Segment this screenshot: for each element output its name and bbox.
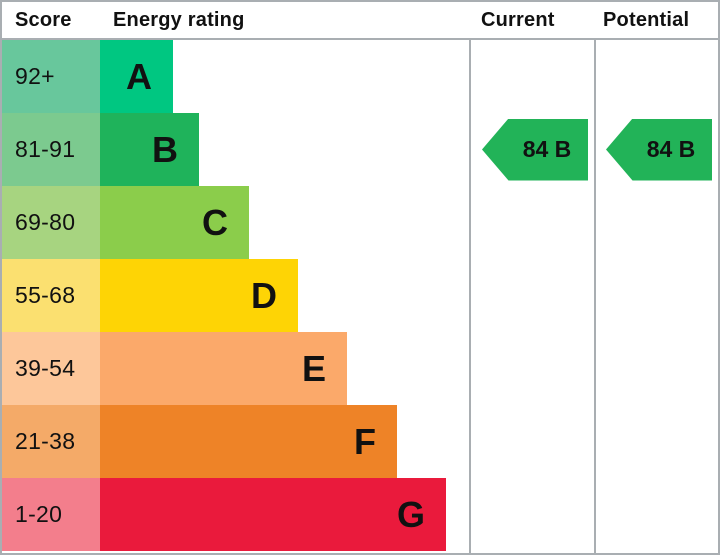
potential-column-divider (594, 2, 596, 553)
band-row: 69-80 C (2, 186, 718, 259)
band-score-range: 92+ (2, 40, 100, 113)
band-bar: F (100, 405, 397, 478)
score-column-header: Score (15, 8, 72, 31)
band-letter: A (126, 55, 152, 97)
band-bar: D (100, 259, 298, 332)
band-score-range: 69-80 (2, 186, 100, 259)
band-row: 81-91 B (2, 113, 718, 186)
potential-column-header: Potential (603, 8, 690, 31)
band-score-range: 55-68 (2, 259, 100, 332)
current-rating-label: 84 B (522, 136, 572, 162)
band-bar: E (100, 332, 347, 405)
potential-rating-label: 84 B (646, 136, 696, 162)
band-letter: B (152, 128, 178, 170)
band-row: 92+ A (2, 40, 718, 113)
band-letter: E (301, 347, 326, 389)
band-letter: D (251, 274, 277, 316)
potential-arrow: 84 B (606, 118, 712, 181)
current-column-header: Current (481, 8, 555, 31)
band-bar: A (100, 40, 173, 113)
band-row: 55-68 D (2, 259, 718, 332)
band-rows: 92+ A 81-91 B 69-80 C 55-68 D 39-54 E 21-38 F 1-20 G (2, 40, 718, 551)
band-row: 1-20 G (2, 478, 718, 551)
band-row: 39-54 E (2, 332, 718, 405)
current-column-divider (469, 2, 471, 553)
band-bar: C (100, 186, 249, 259)
band-letter: G (396, 493, 425, 535)
band-score-range: 39-54 (2, 332, 100, 405)
band-score-range: 1-20 (2, 478, 100, 551)
header-row: Score Energy rating Current Potential (2, 2, 718, 40)
band-bar: B (100, 113, 199, 186)
band-letter: C (202, 201, 228, 243)
band-bar: G (100, 478, 446, 551)
band-score-range: 21-38 (2, 405, 100, 478)
energy-rating-column-header: Energy rating (113, 8, 245, 31)
band-row: 21-38 F (2, 405, 718, 478)
band-letter: F (354, 420, 376, 462)
band-score-range: 81-91 (2, 113, 100, 186)
